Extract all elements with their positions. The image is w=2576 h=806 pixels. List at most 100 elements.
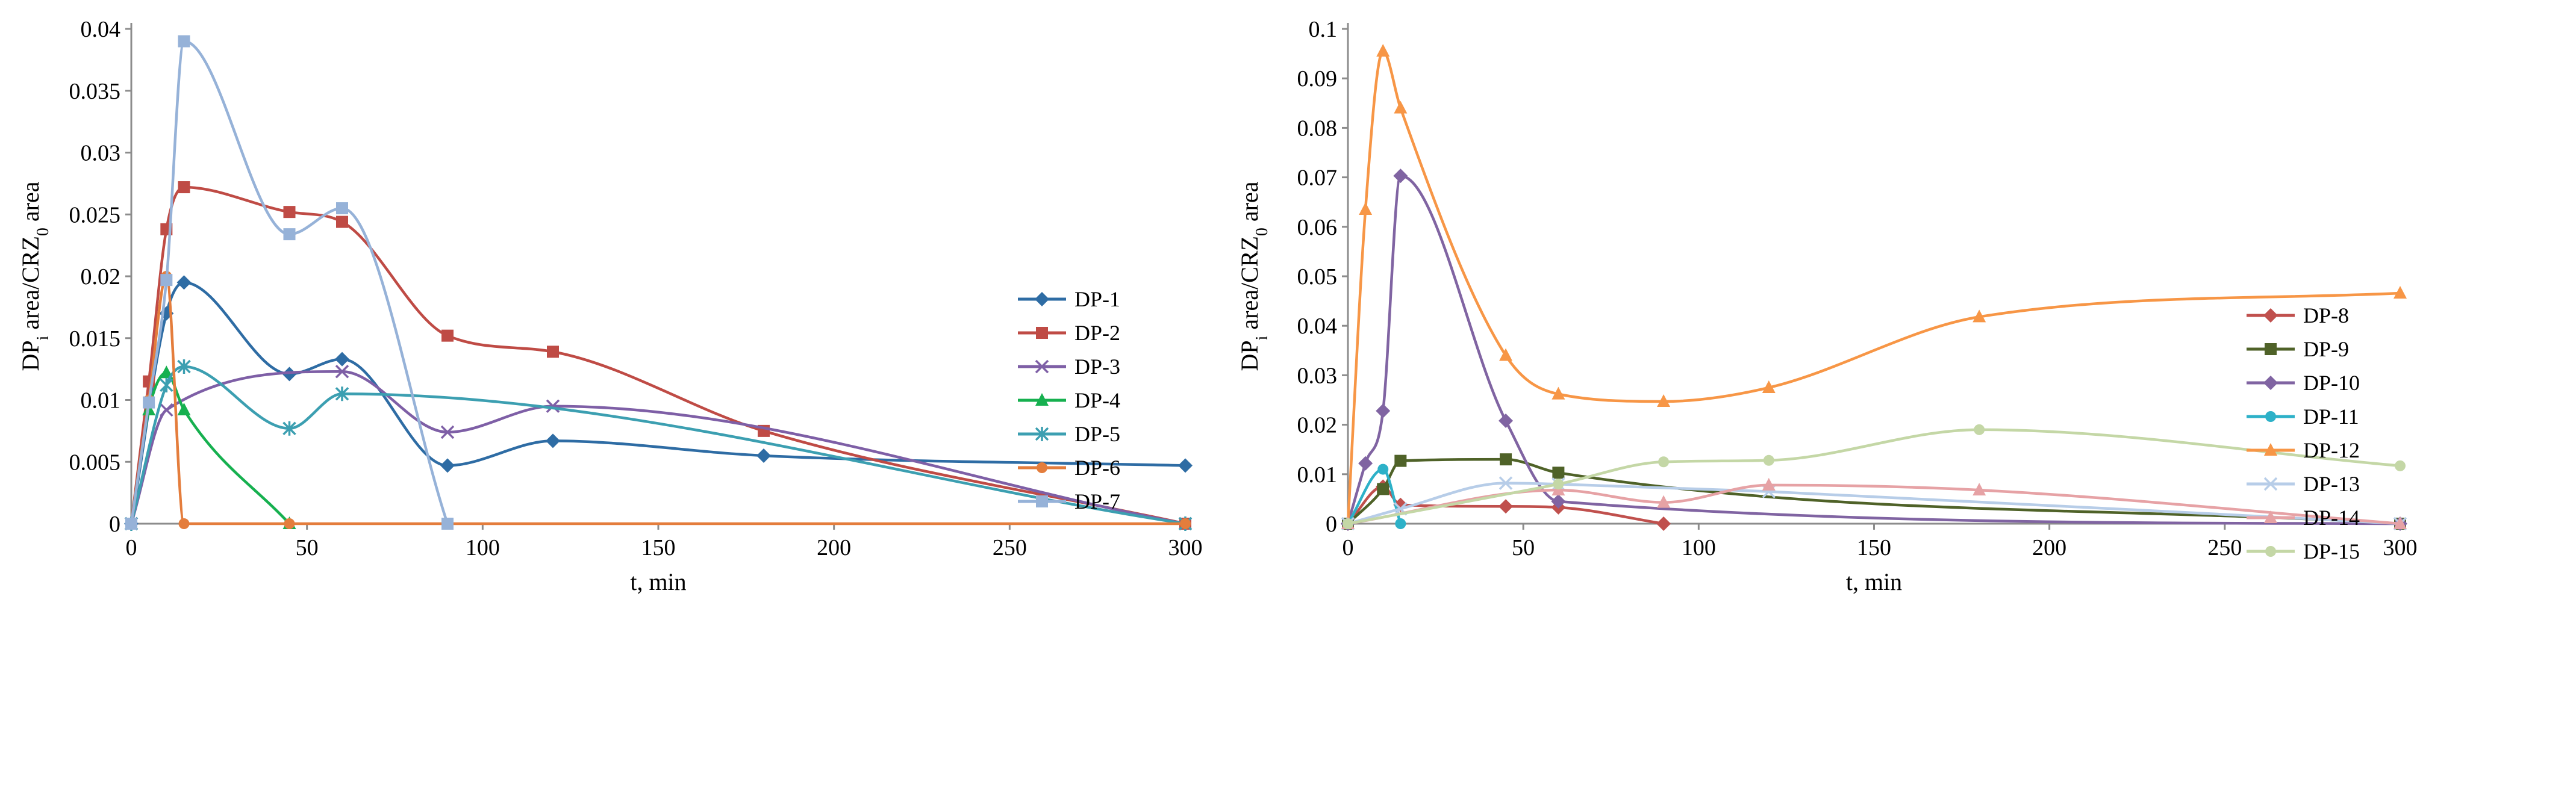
data-point bbox=[441, 518, 454, 530]
data-point bbox=[178, 35, 190, 48]
x-tick-label: 250 bbox=[2207, 535, 2242, 560]
data-point bbox=[1658, 456, 1670, 468]
data-point bbox=[1551, 494, 1566, 509]
y-axis-label-part: DP bbox=[17, 340, 44, 371]
data-point bbox=[1395, 518, 1406, 529]
legend-label: DP-11 bbox=[2303, 405, 2359, 429]
x-tick-label: 200 bbox=[817, 535, 851, 560]
data-point bbox=[1394, 454, 1407, 467]
y-tick-label: 0.035 bbox=[69, 79, 121, 104]
data-point bbox=[1973, 483, 1986, 496]
y-axis-label-part: area bbox=[1236, 181, 1263, 228]
data-point bbox=[1394, 101, 1408, 114]
data-point bbox=[125, 518, 137, 530]
data-point bbox=[1358, 456, 1373, 471]
legend-item: DP-13 bbox=[2247, 472, 2360, 496]
legend-marker bbox=[2264, 510, 2277, 523]
data-point bbox=[440, 425, 455, 439]
legend-marker bbox=[2263, 477, 2278, 491]
y-tick-label: 0.07 bbox=[1297, 166, 1338, 191]
data-point bbox=[160, 377, 173, 392]
data-point bbox=[1657, 495, 1671, 508]
chart-left: 0 0.005 0.01 0.015 0.02 0.025 0.03 0.035 0.04 0 50… bbox=[17, 17, 1203, 595]
y-tick-label: 0.08 bbox=[1297, 116, 1338, 141]
legend-label: DP-7 bbox=[1074, 489, 1120, 513]
y-tick-label: 0 bbox=[1326, 512, 1337, 537]
legend-item: DP-2 bbox=[1018, 321, 1120, 345]
data-point bbox=[1180, 518, 1191, 529]
legend-item: DP-14 bbox=[2247, 506, 2360, 530]
legend-label: DP-4 bbox=[1074, 388, 1120, 412]
data-point bbox=[1553, 479, 1564, 490]
legend-item: DP-5 bbox=[1018, 422, 1120, 446]
data-point bbox=[1552, 467, 1565, 479]
chart-right: 0 0.01 0.02 0.03 0.04 0.05 0.06 0.07 0.08 0.09 0.1… bbox=[1236, 17, 2418, 595]
x-tick-label: 250 bbox=[993, 535, 1027, 560]
y-tick-label: 0.02 bbox=[81, 264, 121, 290]
data-point bbox=[1499, 476, 1513, 490]
legend-item: DP-10 bbox=[2247, 371, 2360, 395]
series-dp-15 bbox=[1343, 424, 2406, 529]
legend-item: DP-4 bbox=[1018, 388, 1120, 412]
legend-item: DP-8 bbox=[2247, 303, 2349, 327]
legend-marker bbox=[2265, 343, 2277, 355]
data-point bbox=[1343, 518, 1353, 529]
legend-item: DP-12 bbox=[2247, 438, 2360, 462]
x-tick-label: 300 bbox=[2383, 535, 2418, 560]
series-dp-7 bbox=[125, 35, 454, 530]
legend-item: DP-7 bbox=[1018, 489, 1120, 513]
legend-label: DP-2 bbox=[1074, 321, 1120, 345]
y-tick-label: 0.01 bbox=[1297, 462, 1338, 488]
data-point bbox=[335, 364, 349, 379]
data-point bbox=[1377, 483, 1389, 495]
series-line-dp-2 bbox=[129, 185, 1187, 525]
legend-item: DP-9 bbox=[2247, 337, 2349, 361]
data-point bbox=[1499, 348, 1513, 361]
y-tick-label: 0.09 bbox=[1297, 66, 1338, 91]
legend-marker bbox=[2263, 376, 2278, 390]
y-tick-label: 0.04 bbox=[81, 17, 121, 42]
x-tick-label: 50 bbox=[1512, 535, 1535, 560]
legend-marker bbox=[2264, 443, 2277, 456]
legend-label: DP-8 bbox=[2303, 303, 2349, 327]
legend-marker bbox=[1036, 495, 1048, 507]
legend-label: DP-9 bbox=[2303, 337, 2349, 361]
data-point bbox=[1377, 463, 1389, 475]
data-point bbox=[547, 346, 559, 358]
legend-item: DP-15 bbox=[2247, 539, 2360, 563]
y-tick-label: 0.025 bbox=[69, 202, 121, 228]
y-axis-label-subscript: i bbox=[1253, 335, 1271, 340]
legend-marker bbox=[1035, 359, 1049, 374]
y-tick-label: 0.04 bbox=[1297, 314, 1338, 339]
y-tick-label: 0.05 bbox=[1297, 264, 1338, 290]
data-point bbox=[1656, 516, 1671, 531]
data-point bbox=[336, 215, 348, 228]
data-point bbox=[283, 206, 296, 219]
data-point bbox=[546, 399, 560, 414]
legend-item: DP-1 bbox=[1018, 287, 1120, 311]
y-tick-label: 0 bbox=[109, 512, 120, 537]
legend-marker bbox=[1035, 292, 1049, 306]
data-point bbox=[1762, 380, 1776, 393]
data-point bbox=[160, 365, 173, 379]
data-point bbox=[283, 228, 296, 241]
y-tick-label: 0.02 bbox=[1297, 413, 1338, 438]
y-tick-label: 0.06 bbox=[1297, 215, 1338, 240]
y-axis-label: DPi area/CRZ0 area bbox=[17, 181, 52, 371]
data-point bbox=[1359, 202, 1373, 215]
legend-label: DP-12 bbox=[2303, 438, 2360, 462]
data-point bbox=[440, 458, 455, 473]
legend-label: DP-6 bbox=[1074, 456, 1120, 480]
data-point bbox=[1762, 477, 1776, 491]
legend-marker bbox=[1035, 427, 1049, 441]
legend-marker bbox=[1036, 327, 1048, 339]
data-point bbox=[284, 518, 295, 529]
data-point bbox=[1376, 403, 1391, 418]
legend: DP-1 DP-2 DP-3 DP-4 DP-5 DP-6 DP-7 bbox=[1018, 287, 1120, 513]
data-point bbox=[1499, 499, 1514, 514]
legend-item: DP-3 bbox=[1018, 355, 1120, 379]
data-point bbox=[2395, 460, 2406, 471]
data-point bbox=[177, 402, 191, 415]
data-point bbox=[1500, 453, 1512, 466]
